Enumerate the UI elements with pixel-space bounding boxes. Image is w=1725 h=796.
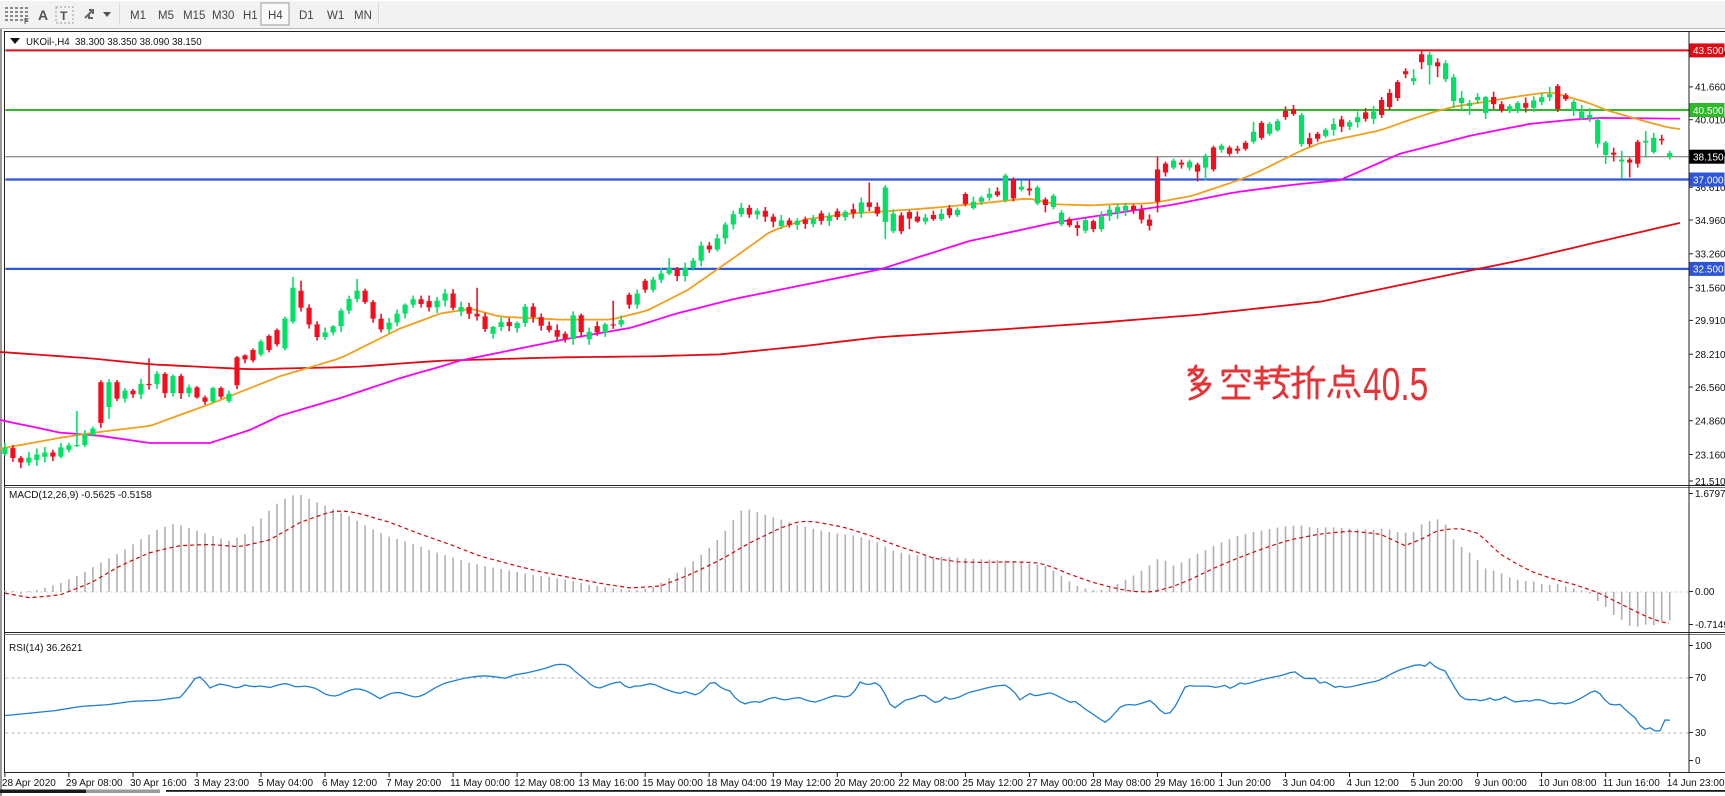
svg-text:18 May 04:00: 18 May 04:00 xyxy=(706,778,767,789)
svg-text:25 May 12:00: 25 May 12:00 xyxy=(962,778,1023,789)
svg-text:29.910: 29.910 xyxy=(1695,316,1725,327)
svg-text:38.150: 38.150 xyxy=(1693,153,1724,164)
svg-text:15 May 00:00: 15 May 00:00 xyxy=(642,778,703,789)
svg-text:H4: H4 xyxy=(268,10,283,22)
svg-text:28 May 08:00: 28 May 08:00 xyxy=(1090,778,1151,789)
svg-text:H1: H1 xyxy=(243,10,258,22)
svg-text:4 Jun 12:00: 4 Jun 12:00 xyxy=(1347,778,1400,789)
svg-text:26.560: 26.560 xyxy=(1695,383,1725,394)
svg-text:33.260: 33.260 xyxy=(1695,250,1725,261)
svg-text:30: 30 xyxy=(1695,728,1707,739)
svg-text:M5: M5 xyxy=(158,10,174,22)
svg-text:MN: MN xyxy=(354,10,372,22)
svg-text:36.610: 36.610 xyxy=(1695,183,1725,194)
svg-text:32.500: 32.500 xyxy=(1693,265,1724,276)
svg-text:30 Apr 16:00: 30 Apr 16:00 xyxy=(130,778,187,789)
svg-text:40.010: 40.010 xyxy=(1695,116,1725,127)
svg-text:5 May 04:00: 5 May 04:00 xyxy=(258,778,313,789)
svg-text:6 May 12:00: 6 May 12:00 xyxy=(322,778,377,789)
svg-text:40.5: 40.5 xyxy=(1363,359,1428,410)
svg-text:23.160: 23.160 xyxy=(1695,450,1725,461)
svg-text:11 Jun 16:00: 11 Jun 16:00 xyxy=(1603,778,1661,789)
svg-text:41.660: 41.660 xyxy=(1695,83,1725,94)
svg-text:28 Apr 2020: 28 Apr 2020 xyxy=(2,778,56,789)
svg-text:29 May 16:00: 29 May 16:00 xyxy=(1154,778,1215,789)
svg-text:34.960: 34.960 xyxy=(1695,216,1725,227)
svg-text:31.560: 31.560 xyxy=(1695,283,1725,294)
svg-text:19 May 12:00: 19 May 12:00 xyxy=(770,778,831,789)
svg-text:24.860: 24.860 xyxy=(1695,417,1725,428)
svg-text:5 Jun 20:00: 5 Jun 20:00 xyxy=(1411,778,1464,789)
svg-text:14 Jun 23:00: 14 Jun 23:00 xyxy=(1667,778,1725,789)
svg-text:1 Jun 20:00: 1 Jun 20:00 xyxy=(1219,778,1272,789)
svg-text:-0.7149: -0.7149 xyxy=(1695,620,1725,631)
svg-text:12 May 08:00: 12 May 08:00 xyxy=(514,778,575,789)
svg-text:UKOil-,H4 38.300 38.350 38.09: UKOil-,H4 38.300 38.350 38.090 38.150 xyxy=(26,37,202,48)
svg-text:W1: W1 xyxy=(327,10,344,22)
svg-text:37.000: 37.000 xyxy=(1693,175,1724,186)
svg-text:21.510: 21.510 xyxy=(1695,477,1725,488)
svg-text:20 May 20:00: 20 May 20:00 xyxy=(834,778,895,789)
svg-text:A: A xyxy=(38,7,48,23)
svg-text:0: 0 xyxy=(1695,756,1701,767)
svg-text:M30: M30 xyxy=(212,10,234,22)
svg-text:RSI(14) 36.2621: RSI(14) 36.2621 xyxy=(9,643,83,654)
svg-text:11 May 00:00: 11 May 00:00 xyxy=(450,778,510,789)
svg-text:MACD(12,26,9) -0.5625 -0.5158: MACD(12,26,9) -0.5625 -0.5158 xyxy=(9,490,152,501)
svg-text:0.00: 0.00 xyxy=(1695,587,1715,598)
svg-text:22 May 08:00: 22 May 08:00 xyxy=(898,778,959,789)
svg-text:27 May 00:00: 27 May 00:00 xyxy=(1026,778,1087,789)
svg-text:M15: M15 xyxy=(183,10,205,22)
svg-text:43.500: 43.500 xyxy=(1693,46,1724,57)
svg-text:28.210: 28.210 xyxy=(1695,350,1725,361)
svg-text:9 Jun 00:00: 9 Jun 00:00 xyxy=(1475,778,1528,789)
svg-text:1.6797: 1.6797 xyxy=(1695,489,1725,500)
svg-text:40.500: 40.500 xyxy=(1693,106,1724,117)
svg-text:10 Jun 08:00: 10 Jun 08:00 xyxy=(1539,778,1597,789)
svg-text:70: 70 xyxy=(1695,673,1707,684)
svg-text:3 May 23:00: 3 May 23:00 xyxy=(194,778,249,789)
svg-text:29 Apr 08:00: 29 Apr 08:00 xyxy=(66,778,123,789)
svg-text:13 May 16:00: 13 May 16:00 xyxy=(578,778,639,789)
svg-text:7 May 20:00: 7 May 20:00 xyxy=(386,778,441,789)
svg-text:D1: D1 xyxy=(299,10,314,22)
svg-text:M1: M1 xyxy=(130,10,146,22)
svg-text:100: 100 xyxy=(1695,641,1712,652)
svg-text:F: F xyxy=(24,17,29,26)
svg-text:3 Jun 04:00: 3 Jun 04:00 xyxy=(1283,778,1336,789)
svg-text:T: T xyxy=(60,9,68,23)
